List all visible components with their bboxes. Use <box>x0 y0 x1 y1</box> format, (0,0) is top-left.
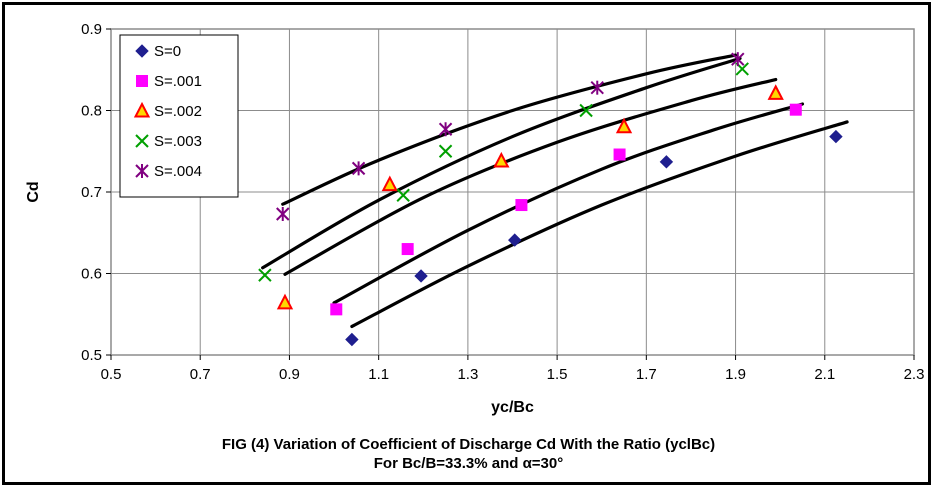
y-tick-label: 0.5 <box>81 347 102 364</box>
figure-caption-line-2: For Bc/B=33.3% and α=30° <box>373 455 564 472</box>
legend-label-series-0: S=0 <box>154 43 181 60</box>
data-point-series-4 <box>731 52 745 67</box>
data-point-series-4 <box>276 207 290 222</box>
legend-label-series-4: S=.004 <box>154 163 202 180</box>
data-point-series-3 <box>396 188 410 202</box>
data-point-series-0 <box>508 233 522 247</box>
data-point-series-2 <box>276 293 294 310</box>
fit-curve-series-4 <box>281 53 738 206</box>
legend-marker-series-2 <box>133 101 151 118</box>
data-point-series-1 <box>789 103 802 116</box>
y-tick-label: 0.8 <box>81 103 102 120</box>
grid-lines <box>111 29 914 355</box>
fit-curve-series-2 <box>283 77 778 276</box>
x-tick-label: 0.5 <box>101 366 122 383</box>
data-point-series-1 <box>515 199 528 212</box>
data-point-series-1 <box>613 148 626 161</box>
tick-labels: 0.5 0.7 0.9 1.1 1.3 1.5 1.7 1.9 2.1 2.3 0.5 0.6 0.7 0… <box>81 21 924 383</box>
data-markers <box>258 52 843 347</box>
data-point-series-0 <box>414 269 428 283</box>
legend-marker-series-0 <box>135 44 149 58</box>
x-tick-label: 1.9 <box>725 366 746 383</box>
y-axis-title: Cd <box>25 181 42 202</box>
x-tick-label: 2.3 <box>904 366 925 383</box>
fit-curve-series-3 <box>261 56 742 270</box>
fit-curve-series-0 <box>350 120 849 329</box>
x-tick-label: 0.7 <box>190 366 211 383</box>
data-point-series-3 <box>438 144 453 158</box>
legend-marker-series-4 <box>135 164 149 178</box>
figure-caption-line-1: FIG (4) Variation of Coefficient of Disc… <box>221 436 716 453</box>
data-point-series-3 <box>579 103 593 118</box>
data-point-series-0 <box>345 332 359 347</box>
y-tick-label: 0.9 <box>81 21 102 38</box>
x-axis-title: yc/Bc <box>491 399 534 416</box>
legend-label-series-2: S=.002 <box>154 103 202 120</box>
data-point-series-2 <box>381 175 398 192</box>
data-point-series-2 <box>615 117 633 134</box>
legend: S=0 S=.001 S=.002 S=.003 S=.004 <box>119 34 239 198</box>
data-point-series-4 <box>438 122 453 137</box>
data-point-series-4 <box>590 80 604 95</box>
y-tick-label: 0.6 <box>81 266 102 283</box>
data-point-series-4 <box>351 161 366 176</box>
data-point-series-0 <box>829 129 843 144</box>
legend-label-series-1: S=.001 <box>154 73 202 90</box>
data-point-series-0 <box>659 155 674 169</box>
fit-curves <box>261 53 849 329</box>
data-point-series-1 <box>330 303 343 316</box>
fit-curve-series-1 <box>332 102 805 305</box>
data-point-series-3 <box>258 268 272 282</box>
data-point-series-2 <box>767 84 784 100</box>
x-tick-label: 2.1 <box>814 366 835 383</box>
x-tick-label: 1.3 <box>457 366 478 383</box>
x-tick-label: 1.5 <box>547 366 568 383</box>
data-point-series-2 <box>493 151 510 168</box>
legend-marker-series-1 <box>136 75 148 87</box>
data-point-series-1 <box>401 243 414 256</box>
x-tick-label: 1.7 <box>636 366 657 383</box>
y-tick-label: 0.7 <box>81 184 102 201</box>
x-tick-label: 0.9 <box>279 366 300 383</box>
x-tick-label: 1.1 <box>368 366 389 383</box>
legend-marker-series-3 <box>135 134 149 148</box>
legend-label-series-3: S=.003 <box>154 133 202 150</box>
